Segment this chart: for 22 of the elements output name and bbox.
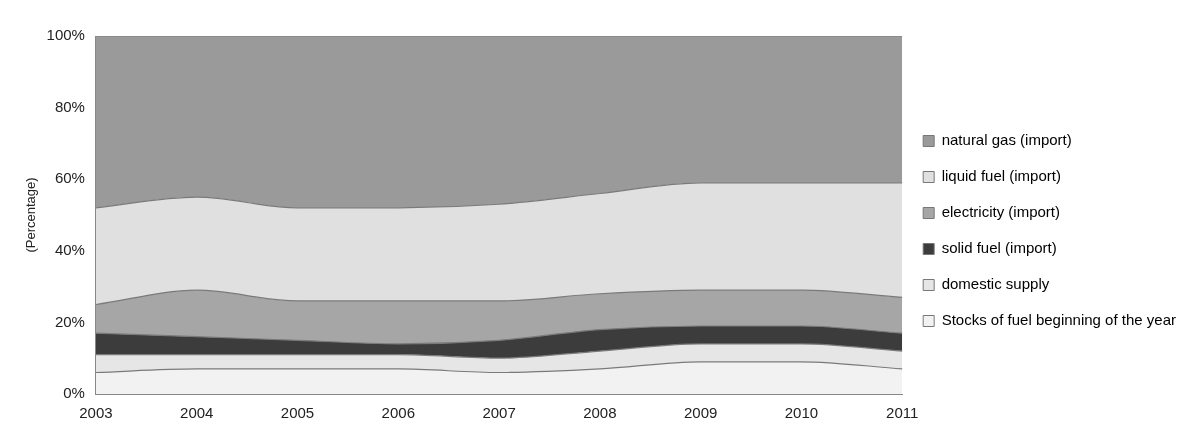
x-tick-label: 2010 (784, 404, 819, 422)
x-tick-label: 2007 (482, 404, 516, 422)
x-tick-label: 2009 (683, 404, 718, 422)
legend-label: Stocks of fuel beginning of the year (941, 311, 1177, 329)
x-tick-label: 2003 (79, 404, 113, 422)
legend-label: domestic supply (941, 275, 1050, 293)
x-tick-label: 2011 (886, 404, 919, 422)
y-axis-title: (Percentage) (23, 177, 39, 253)
legend-label: liquid fuel (import) (941, 167, 1061, 185)
x-tick-label: 2004 (180, 404, 214, 422)
x-tick-label: 2006 (381, 404, 415, 422)
y-tick-label: 60% (54, 169, 85, 187)
y-tick-label: 0% (63, 384, 85, 402)
x-tick-label: 2005 (280, 404, 315, 422)
legend-label: solid fuel (import) (941, 239, 1057, 257)
y-tick-label: 20% (54, 312, 85, 330)
y-tick-label: 40% (54, 240, 85, 258)
legend-label: electricity (import) (941, 203, 1061, 221)
y-tick-label: 100% (46, 26, 85, 44)
x-tick-label: 2008 (583, 404, 617, 422)
legend-label: natural gas (import) (941, 131, 1072, 149)
y-tick-label: 80% (54, 97, 85, 115)
